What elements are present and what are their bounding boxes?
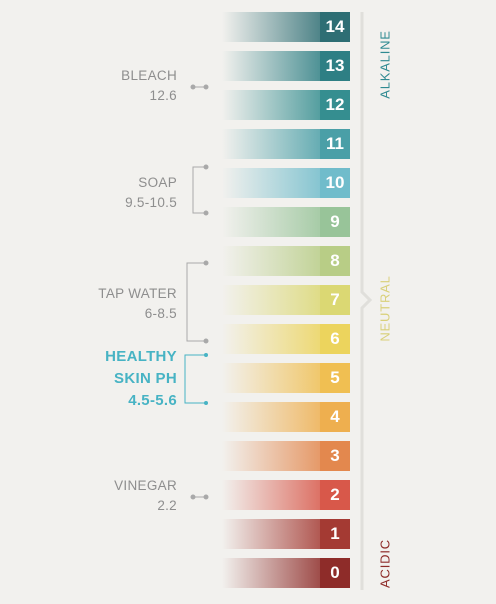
- ph-value-10: 10: [320, 168, 350, 198]
- tap-water-bracket: [186, 262, 206, 342]
- healthy-skin-label-line2: SKIN PH: [114, 370, 177, 387]
- vinegar-label: VINEGAR: [114, 478, 177, 493]
- bleach-value: 12.6: [149, 88, 177, 103]
- ph-value-8: 8: [320, 246, 350, 276]
- ph-value-14: 14: [320, 12, 350, 42]
- ph-value-5: 5: [320, 363, 350, 393]
- ph-value-12: 12: [320, 90, 350, 120]
- tap-water-label: TAP WATER: [98, 286, 177, 301]
- acidic-label: ACIDIC: [377, 539, 393, 588]
- bleach-connector: [190, 84, 209, 90]
- neutral-label: NEUTRAL: [377, 275, 393, 342]
- bleach-annotation: BLEACH 12.6: [17, 66, 177, 106]
- soap-bracket: [192, 166, 206, 214]
- axis-line: [360, 12, 373, 590]
- vinegar-annotation: VINEGAR 2.2: [17, 476, 177, 516]
- healthy-skin-bracket: [184, 354, 206, 404]
- soap-range: 9.5-10.5: [125, 195, 177, 210]
- ph-value-7: 7: [320, 285, 350, 315]
- healthy-skin-label-line1: HEALTHY: [105, 348, 177, 365]
- ph-value-13: 13: [320, 51, 350, 81]
- vinegar-value: 2.2: [157, 498, 177, 513]
- tap-water-annotation: TAP WATER 6-8.5: [17, 284, 177, 324]
- ph-value-11: 11: [320, 129, 350, 159]
- ph-value-9: 9: [320, 207, 350, 237]
- soap-label: SOAP: [138, 175, 177, 190]
- ph-value-4: 4: [320, 402, 350, 432]
- ph-value-0: 0: [320, 558, 350, 588]
- healthy-skin-range: 4.5-5.6: [128, 392, 177, 409]
- ph-value-2: 2: [320, 480, 350, 510]
- ph-value-3: 3: [320, 441, 350, 471]
- alkaline-label: ALKALINE: [377, 30, 393, 99]
- tap-water-range: 6-8.5: [144, 306, 177, 321]
- ph-value-6: 6: [320, 324, 350, 354]
- bleach-label: BLEACH: [121, 68, 177, 83]
- ph-value-1: 1: [320, 519, 350, 549]
- healthy-skin-annotation: HEALTHY SKIN PH 4.5-5.6: [17, 346, 177, 412]
- vinegar-connector: [190, 494, 209, 500]
- soap-annotation: SOAP 9.5-10.5: [17, 173, 177, 213]
